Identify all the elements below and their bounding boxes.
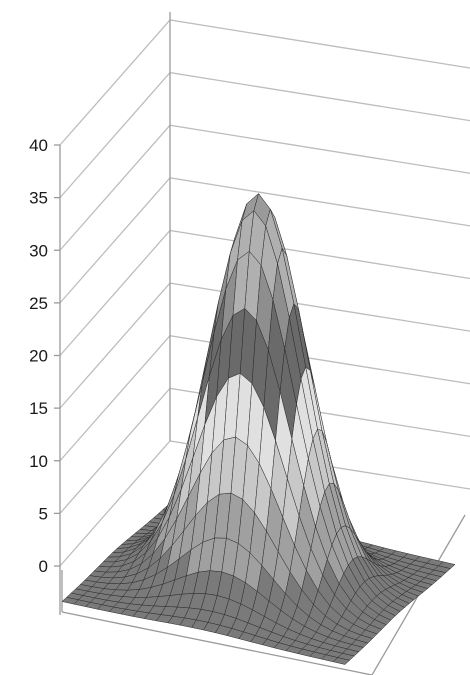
- z-tick-label: 40: [29, 136, 48, 155]
- z-gridline-8: [59, 19, 470, 146]
- surface-facet: [332, 657, 350, 665]
- z-tick-label: 30: [29, 241, 48, 260]
- z-tick-label: 10: [29, 452, 48, 471]
- z-tick-label: 0: [39, 557, 48, 576]
- z-tick-label: 35: [29, 189, 48, 208]
- z-tick-label: 25: [29, 294, 48, 313]
- z-tick-label: 5: [39, 504, 48, 523]
- z-tick-label: 20: [29, 347, 48, 366]
- floor-front-edge: [61, 611, 373, 675]
- surface: [61, 193, 456, 665]
- z-tick-label: 15: [29, 399, 48, 418]
- z-gridline-7: [59, 71, 470, 199]
- grid-lines: [54, 12, 470, 615]
